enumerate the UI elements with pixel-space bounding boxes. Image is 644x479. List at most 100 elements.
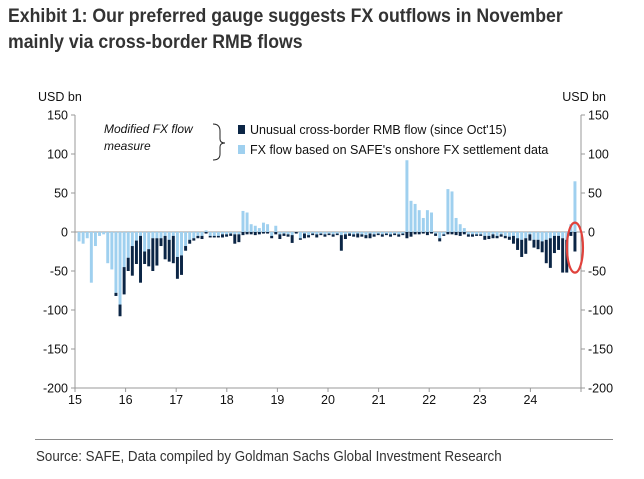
bar-safe <box>352 232 356 235</box>
bar-rmb <box>257 232 261 235</box>
y-tick-label-left: 100 <box>47 148 68 162</box>
bar-rmb <box>167 239 171 262</box>
source-divider <box>35 439 613 440</box>
x-tick-label: 17 <box>169 393 183 407</box>
bar-rmb <box>327 233 331 236</box>
bar-safe <box>384 232 388 234</box>
y-tick-label-right: -200 <box>588 382 613 396</box>
bar-safe <box>327 232 331 234</box>
bar-rmb <box>319 233 323 236</box>
y-tick-label-right: 150 <box>588 109 609 123</box>
bar-safe <box>491 232 495 235</box>
bar-safe <box>126 232 130 258</box>
bar-safe <box>532 232 536 240</box>
bar-safe <box>286 232 290 235</box>
legend-brace <box>212 123 226 161</box>
bar-safe <box>516 232 520 239</box>
bar-safe <box>163 232 167 236</box>
y-tick-label-left: 0 <box>61 226 68 240</box>
bar-rmb <box>159 238 163 247</box>
bar-safe <box>544 232 548 240</box>
bar-rmb <box>380 234 384 237</box>
bar-safe <box>184 232 188 247</box>
bar-safe <box>85 232 89 239</box>
y-tick-label-left: 150 <box>47 109 68 123</box>
bar-rmb <box>372 234 376 237</box>
x-tick-label: 19 <box>270 393 284 407</box>
bar-rmb <box>421 232 425 234</box>
bar-safe <box>253 225 257 232</box>
bar-safe <box>430 212 433 232</box>
bar-rmb <box>196 235 200 239</box>
bar-rmb <box>405 232 409 239</box>
bar-safe <box>475 232 479 235</box>
bar-rmb <box>212 235 216 238</box>
bar-rmb <box>266 232 270 234</box>
bar-rmb <box>442 234 446 236</box>
bar-rmb <box>430 232 433 234</box>
bar-rmb <box>544 239 548 264</box>
bar-safe <box>536 232 540 240</box>
bar-safe <box>368 232 372 234</box>
chart-title-line-2: mainly via cross-border RMB flows <box>8 32 303 53</box>
bar-rmb <box>491 234 495 239</box>
bar-rmb <box>536 239 540 250</box>
bar-safe <box>216 232 220 236</box>
x-tick-label: 23 <box>473 393 487 407</box>
y-tick-label-left: -150 <box>43 343 68 357</box>
bar-rmb <box>323 234 327 237</box>
bar-safe <box>425 210 429 232</box>
bar-rmb <box>331 234 335 237</box>
bar-safe <box>270 232 274 236</box>
bar-rmb <box>208 235 212 238</box>
bar-rmb <box>389 234 392 237</box>
bar-rmb <box>413 232 417 235</box>
bar-safe <box>450 191 454 232</box>
bar-safe <box>561 232 565 239</box>
bar-rmb <box>282 233 286 236</box>
bar-rmb <box>360 234 364 237</box>
bar-rmb <box>569 232 573 236</box>
bar-rmb <box>487 235 491 240</box>
bar-rmb <box>471 234 474 237</box>
bar-safe <box>458 224 462 232</box>
bar-rmb <box>540 241 544 253</box>
y-tick-label-left: 50 <box>54 187 68 201</box>
bar-rmb <box>520 239 524 257</box>
bar-safe <box>139 232 142 236</box>
bar-rmb <box>143 251 147 264</box>
bar-safe <box>438 232 442 239</box>
bar-rmb <box>114 292 118 296</box>
bar-rmb <box>507 236 511 240</box>
bar-safe <box>241 210 245 232</box>
bar-rmb <box>286 234 290 237</box>
bar-rmb <box>278 234 282 240</box>
bar-rmb <box>245 232 249 235</box>
bar-rmb <box>262 232 265 234</box>
bar-rmb <box>356 233 360 238</box>
bar-safe <box>167 232 171 240</box>
x-tick-label: 16 <box>119 393 133 407</box>
bar-safe <box>442 232 446 235</box>
bar-safe <box>249 224 253 232</box>
bar-rmb <box>368 233 372 239</box>
bar-safe <box>380 232 384 235</box>
bar-safe <box>188 232 192 240</box>
bar-rmb <box>134 240 138 264</box>
bar-safe <box>503 232 507 236</box>
bar-safe <box>106 232 110 264</box>
bar-rmb <box>425 232 429 236</box>
bar-rmb <box>151 238 155 271</box>
bar-safe <box>278 232 282 235</box>
bar-safe <box>462 228 466 232</box>
bar-safe <box>528 232 532 235</box>
bar-safe <box>376 232 380 234</box>
bar-safe <box>319 232 323 234</box>
y-tick-label-right: -50 <box>588 265 606 279</box>
bar-safe <box>89 232 93 283</box>
bar-rmb <box>462 232 466 235</box>
bar-safe <box>114 232 118 293</box>
bar-rmb <box>184 246 188 251</box>
bar-safe <box>200 232 204 236</box>
bar-rmb <box>458 232 462 236</box>
